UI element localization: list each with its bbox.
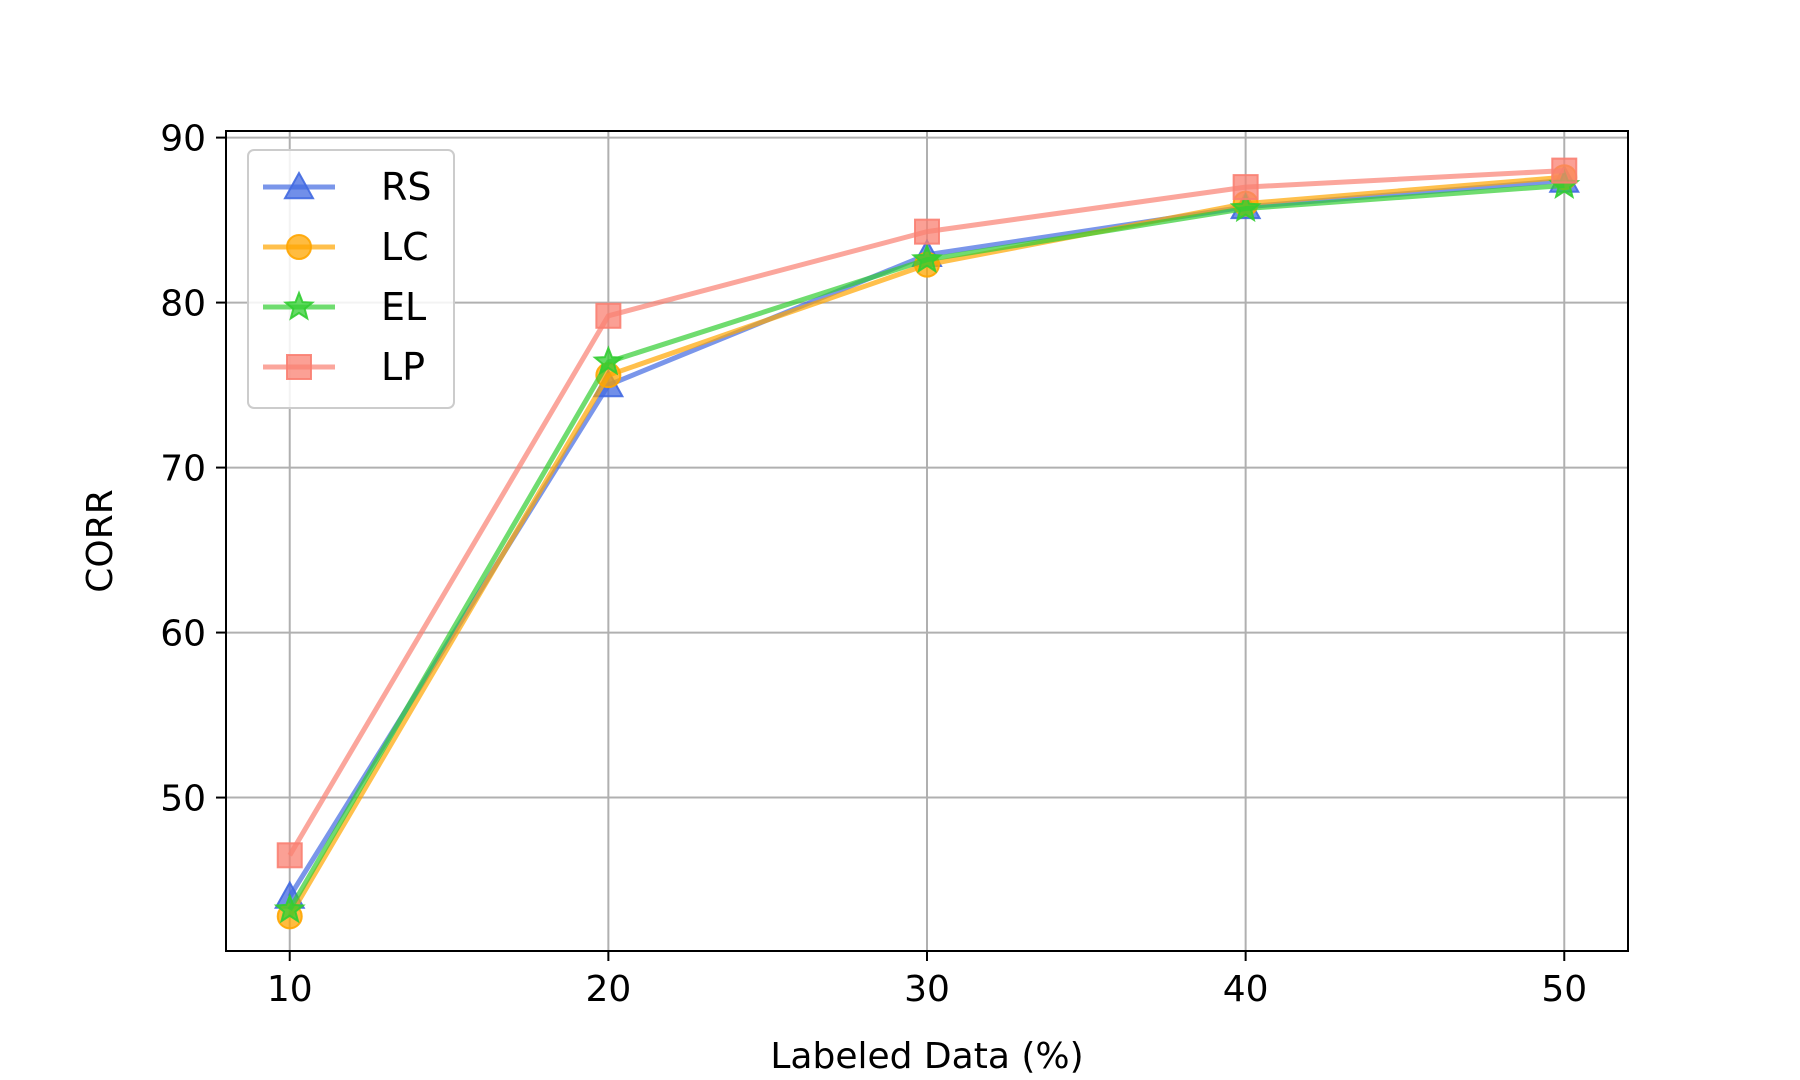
x-tick-label: 40 <box>1223 969 1269 1010</box>
y-tick-label: 50 <box>160 779 206 820</box>
data-point-el <box>1229 191 1262 223</box>
axis-ticks: 10 20 30 40 50 50 60 70 80 90 <box>160 119 1587 1010</box>
x-tick-label: 50 <box>1541 969 1587 1010</box>
legend-box <box>247 149 455 409</box>
x-tick-label: 10 <box>267 969 313 1010</box>
y-axis-label: CORR <box>80 489 121 593</box>
data-point-lp <box>1232 174 1259 201</box>
y-tick-label: 80 <box>160 284 206 325</box>
data-point-lp <box>914 218 940 245</box>
data-point-lp <box>276 842 303 869</box>
data-point-el <box>911 242 943 274</box>
legend-label-lc: LC <box>381 225 429 269</box>
y-tick-label: 90 <box>160 119 206 160</box>
data-point-el <box>592 345 625 376</box>
legend-label-rs: RS <box>381 165 432 209</box>
data-point-lp <box>1551 157 1578 184</box>
y-tick-label: 60 <box>160 614 206 655</box>
legend-marker-lc <box>286 234 312 260</box>
data-point-lp <box>595 302 622 329</box>
legend-label-el: EL <box>381 285 426 329</box>
y-tick-label: 70 <box>160 449 206 490</box>
legend-marker-el <box>283 290 315 321</box>
x-axis-label: Labeled Data (%) <box>770 1036 1083 1077</box>
series-lp <box>276 157 1578 869</box>
data-point-el <box>273 892 306 924</box>
series-layer <box>273 157 1581 930</box>
x-tick-label: 30 <box>904 969 950 1010</box>
x-tick-label: 20 <box>585 969 631 1010</box>
legend-marker-lp <box>286 354 312 380</box>
legend-label-lp: LP <box>381 345 425 389</box>
legend: RS LC EL LP <box>247 149 455 409</box>
legend-marker-rs <box>283 170 315 200</box>
